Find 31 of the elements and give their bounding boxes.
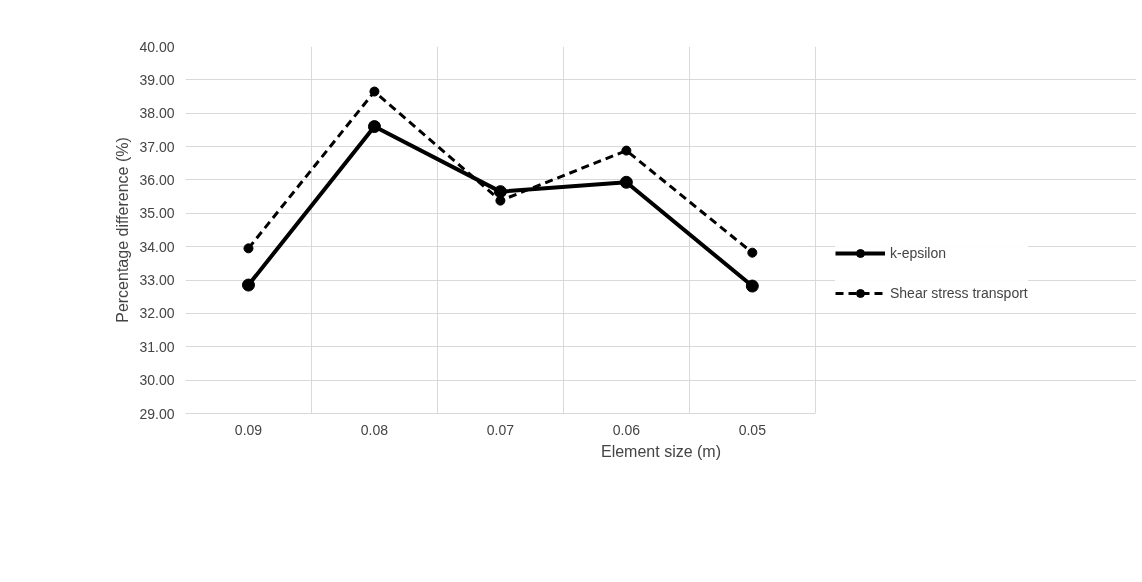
point — [619, 175, 633, 189]
y-tick-label: 40.00 — [139, 38, 175, 55]
x-tick-label: 0.07 — [486, 421, 515, 438]
x-tick-label: 0.06 — [612, 421, 641, 438]
y-tick-label: 32.00 — [139, 305, 175, 322]
y-tick-label: 30.00 — [139, 372, 175, 389]
y-tick-label: 37.00 — [139, 138, 175, 155]
x-axis-title: Element size (m) — [600, 442, 722, 460]
point — [241, 278, 255, 292]
y-tick-label: 39.00 — [139, 71, 175, 88]
x-tick-label: 0.09 — [234, 421, 263, 438]
point — [495, 195, 506, 206]
y-tick-label: 35.00 — [139, 205, 175, 222]
x-tick-label: 0.08 — [360, 421, 389, 438]
legend-label: Shear stress transport — [890, 285, 1028, 301]
y-tick-label: 36.00 — [139, 171, 175, 188]
point — [369, 86, 380, 97]
point — [745, 279, 759, 293]
y-tick-label: 31.00 — [139, 338, 175, 355]
legend-label: k-epsilon — [890, 245, 947, 261]
y-axis-title: Percentage difference (%) — [114, 137, 132, 323]
point — [621, 145, 632, 156]
point — [493, 185, 507, 199]
y-tick-label: 29.00 — [139, 405, 175, 422]
point — [747, 247, 758, 258]
x-tick-label: 0.05 — [738, 421, 767, 438]
y-tick-label: 33.00 — [139, 272, 175, 289]
point — [367, 120, 381, 134]
y-tick-label: 38.00 — [139, 105, 175, 122]
y-tick-label: 34.00 — [139, 238, 175, 255]
point — [243, 243, 254, 254]
